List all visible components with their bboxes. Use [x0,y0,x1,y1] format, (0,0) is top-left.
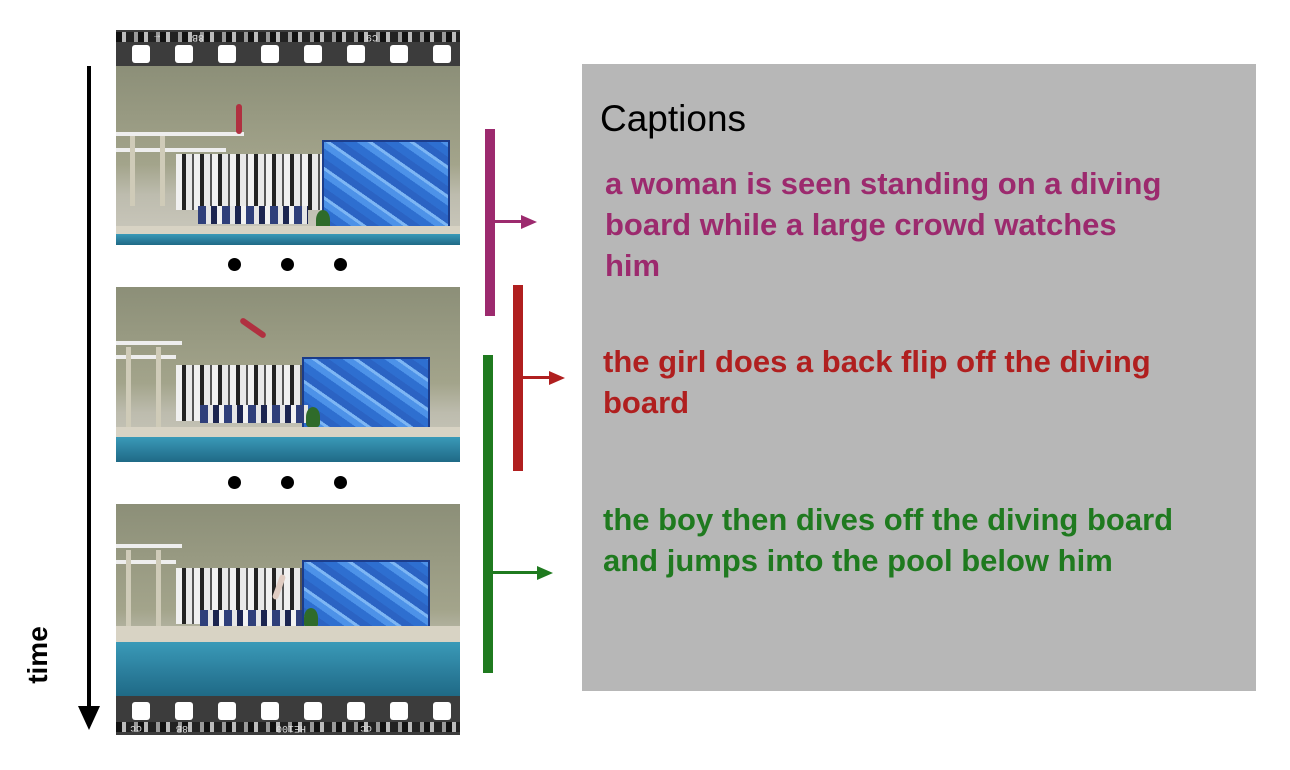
diving-board [116,341,182,345]
sprocket-hole [390,702,408,720]
video-frame-3 [116,504,460,696]
crowd [198,206,308,224]
film-sprocket-row-top: → 8B C9 [116,30,460,66]
dot-icon [228,258,241,271]
captions-title: Captions [600,98,747,139]
ellipsis-dots-2 [228,476,348,490]
pool-water [116,437,460,462]
sprocket-hole [347,702,365,720]
segment-arrow-2 [523,376,550,379]
arrow-head-icon [549,371,565,385]
sprocket-hole [218,702,236,720]
film-strip: → 8B C9 [116,30,460,735]
sprocket-hole [304,45,322,63]
segment-arrow-3 [493,571,538,574]
diving-board [116,544,182,548]
sprocket-hole [433,702,451,720]
segment-arrow-1 [495,220,522,223]
film-edge-text: 8B [176,722,189,733]
sprocket-hole [175,45,193,63]
dot-icon [281,476,294,489]
time-axis-label: time [22,626,53,684]
diver-standing-icon [236,104,242,134]
diver-flipping-icon [238,316,268,340]
segment-bracket-2 [513,285,523,471]
plant-icon [304,608,318,628]
video-frame-2 [116,287,460,462]
dot-icon [228,476,241,489]
sprocket-hole [304,702,322,720]
time-axis-line [87,66,91,716]
plant-icon [306,407,320,427]
sprocket-hole [132,702,150,720]
film-sprocket-row-bottom: cc 8B HE100 cc [116,696,460,735]
dot-icon [334,258,347,271]
ellipsis-dots-1 [228,258,348,272]
sprocket-hole [132,45,150,63]
segment-bracket-1 [485,129,495,316]
film-edge-text: 8B [192,31,205,42]
caption-2: the girl does a back flip off the diving… [603,344,1151,420]
pool-water [116,642,460,696]
dot-icon [281,258,294,271]
pool-water [116,234,460,245]
sprocket-hole [261,45,279,63]
film-edge-text: cc [130,722,143,733]
dot-icon [334,476,347,489]
film-edge-text: → [154,31,161,42]
sprocket-hole [433,45,451,63]
captions-panel: Captions a woman is seen standing on a d… [582,64,1256,691]
arrow-head-icon [537,566,553,580]
time-axis-arrowhead-icon [78,706,100,730]
segment-bracket-3 [483,355,493,673]
crowd [200,405,308,423]
film-edge-text: cc [360,722,373,733]
caption-1: a woman is seen standing on a diving boa… [605,166,1162,283]
arrow-head-icon [521,215,537,229]
film-edge-text: C9 [366,31,379,42]
sprocket-hole [390,45,408,63]
sprocket-hole [261,702,279,720]
sprocket-hole [175,702,193,720]
plant-icon [316,210,330,230]
film-edge-text: HE100 [276,722,307,733]
diving-board [116,132,244,136]
sprocket-hole [218,45,236,63]
caption-3: the boy then dives off the diving board … [603,502,1174,578]
sprocket-hole [347,45,365,63]
crowd [200,610,302,628]
video-frame-1 [116,66,460,245]
